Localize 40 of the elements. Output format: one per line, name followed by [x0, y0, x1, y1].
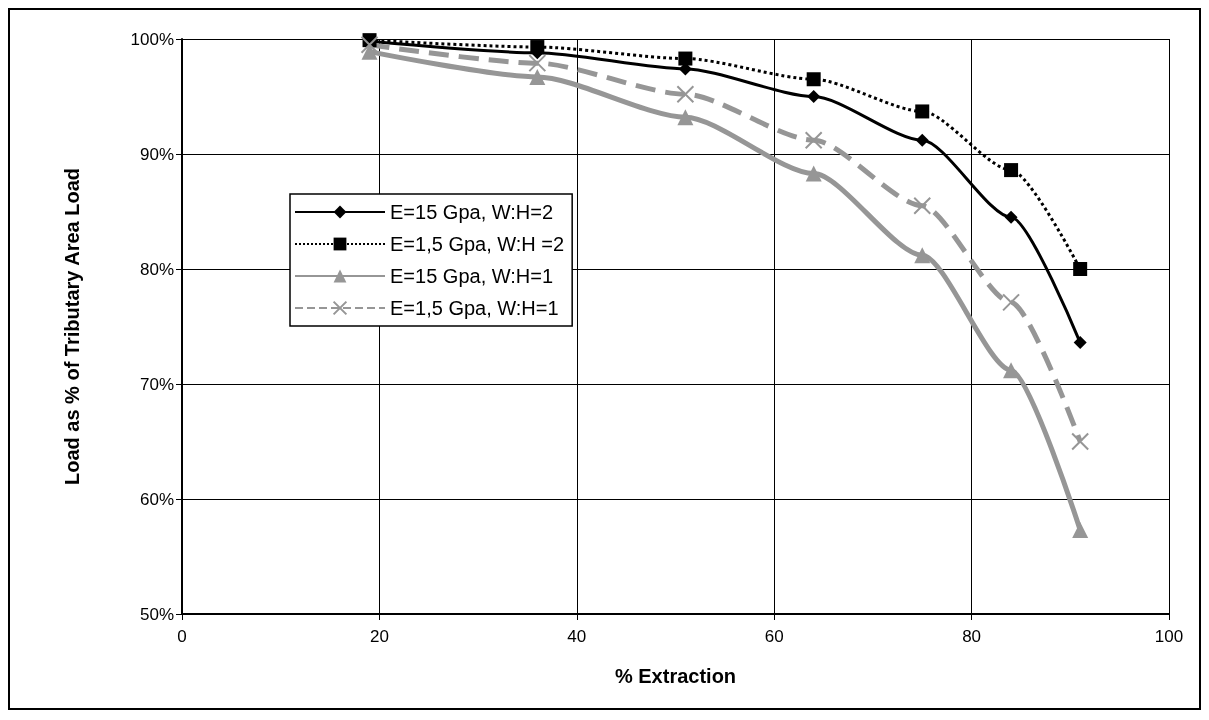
point: [530, 40, 545, 55]
y-tick-label: 50%: [139, 604, 174, 624]
x-tick-label: 80: [962, 627, 982, 646]
x-tick-label: 100: [1154, 627, 1184, 646]
y-axis-title: Load as % of Tributary Area Load: [61, 167, 83, 486]
point: [1073, 336, 1087, 350]
point: [678, 51, 693, 66]
legend-label: E=1,5 Gpa, W:H =2: [390, 233, 565, 255]
point: [915, 104, 930, 119]
point: [677, 109, 694, 126]
point: [1004, 210, 1018, 224]
legend-label: E=1,5 Gpa, W:H=1: [390, 297, 559, 319]
point: [1072, 522, 1089, 539]
legend-label: E=15 Gpa, W:H=1: [390, 265, 554, 287]
y-tick-label: 60%: [139, 489, 174, 509]
y-tick-label: 100%: [130, 29, 174, 49]
point: [1071, 432, 1090, 451]
point: [804, 131, 823, 150]
point: [805, 165, 822, 182]
point: [807, 90, 821, 103]
point: [914, 247, 931, 264]
x-axis-title: % Extraction: [614, 665, 737, 687]
point: [1002, 293, 1021, 312]
x-tick-label: 0: [177, 627, 187, 646]
x-tick-label: 40: [567, 627, 587, 646]
y-tick-label: 70%: [139, 374, 174, 394]
legend-label: E=15 Gpa, W:H=2: [390, 201, 554, 223]
point: [529, 68, 546, 85]
point: [360, 35, 379, 54]
point: [528, 54, 547, 73]
x-tick-label: 20: [369, 627, 389, 646]
point: [913, 196, 932, 215]
point: [676, 85, 695, 104]
point: [1004, 163, 1019, 178]
x-tick-label: 60: [764, 627, 784, 646]
point: [915, 133, 929, 147]
y-tick-label: 80%: [139, 259, 174, 279]
point: [806, 72, 821, 87]
point: [1073, 262, 1088, 276]
y-tick-label: 90%: [139, 144, 174, 164]
